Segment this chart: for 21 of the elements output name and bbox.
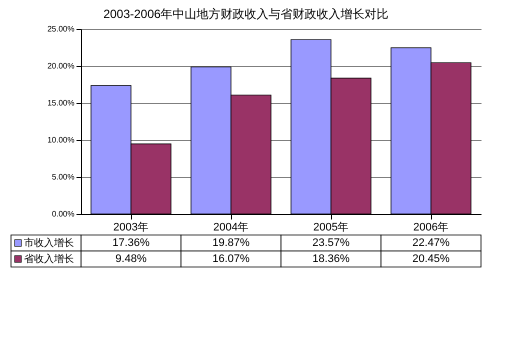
x-tick-label: 2006年 [413, 222, 449, 234]
chart-title: 2003-2006年中山地方财政收入与省财政收入增长对比 [103, 7, 389, 21]
y-tick-label: 10.00% [47, 136, 74, 144]
data-label: 22.47% [412, 237, 450, 249]
data-label: 9.48% [115, 253, 147, 265]
x-tick-label: 2005年 [313, 222, 349, 234]
data-label: 18.36% [312, 253, 350, 265]
y-tick-label: 15.00% [47, 98, 74, 108]
y-tick-label: 20.00% [47, 62, 74, 70]
legend-label: 市收入增长 [24, 237, 74, 249]
data-label: 20.45% [412, 253, 450, 265]
y-tick-label: 0.00% [52, 210, 74, 218]
data-label: 19.87% [212, 237, 250, 249]
data-label: 17.36% [112, 237, 150, 249]
data-label: 23.57% [312, 237, 350, 249]
data-label: 16.07% [212, 253, 250, 265]
x-tick-label: 2004年 [213, 222, 249, 234]
legend-label: 省收入增长 [24, 253, 74, 265]
y-tick-label: 5.00% [52, 172, 74, 182]
x-tick-label: 2003年 [113, 222, 149, 234]
y-tick-label: 25.00% [47, 24, 74, 34]
